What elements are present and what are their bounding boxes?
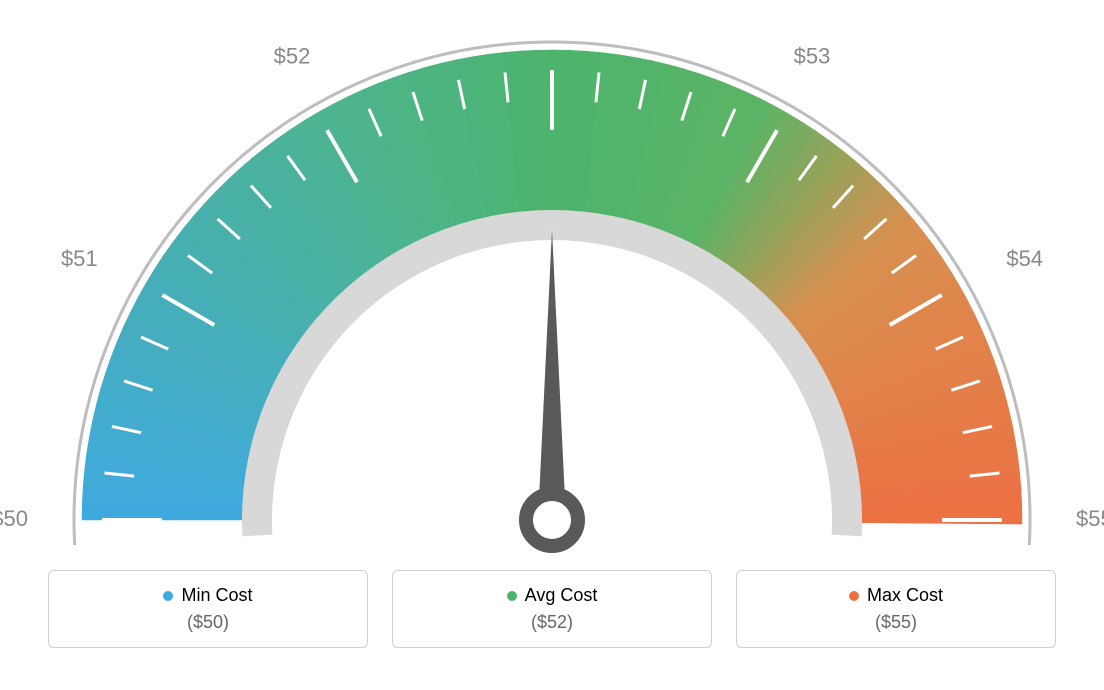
legend-text-avg: Avg Cost [525, 585, 598, 606]
gauge-svg: $50$51$52$52$53$54$55 [0, 0, 1104, 560]
legend-label-min: Min Cost [163, 585, 252, 606]
legend-label-avg: Avg Cost [507, 585, 598, 606]
legend-dot-avg [507, 591, 517, 601]
legend-box-avg: Avg Cost ($52) [392, 570, 712, 648]
svg-text:$50: $50 [0, 506, 28, 531]
legend-dot-max [849, 591, 859, 601]
legend-text-min: Min Cost [181, 585, 252, 606]
legend-label-max: Max Cost [849, 585, 943, 606]
legend-box-max: Max Cost ($55) [736, 570, 1056, 648]
legend-value-min: ($50) [49, 612, 367, 633]
legend-value-max: ($55) [737, 612, 1055, 633]
legend-box-min: Min Cost ($50) [48, 570, 368, 648]
svg-text:$51: $51 [61, 246, 98, 271]
legend-row: Min Cost ($50) Avg Cost ($52) Max Cost (… [0, 570, 1104, 648]
gauge-chart: $50$51$52$52$53$54$55 [0, 0, 1104, 560]
legend-dot-min [163, 591, 173, 601]
legend-value-avg: ($52) [393, 612, 711, 633]
svg-text:$53: $53 [794, 44, 831, 69]
svg-text:$54: $54 [1006, 246, 1043, 271]
svg-text:$55: $55 [1076, 506, 1104, 531]
legend-text-max: Max Cost [867, 585, 943, 606]
svg-text:$52: $52 [274, 44, 311, 69]
